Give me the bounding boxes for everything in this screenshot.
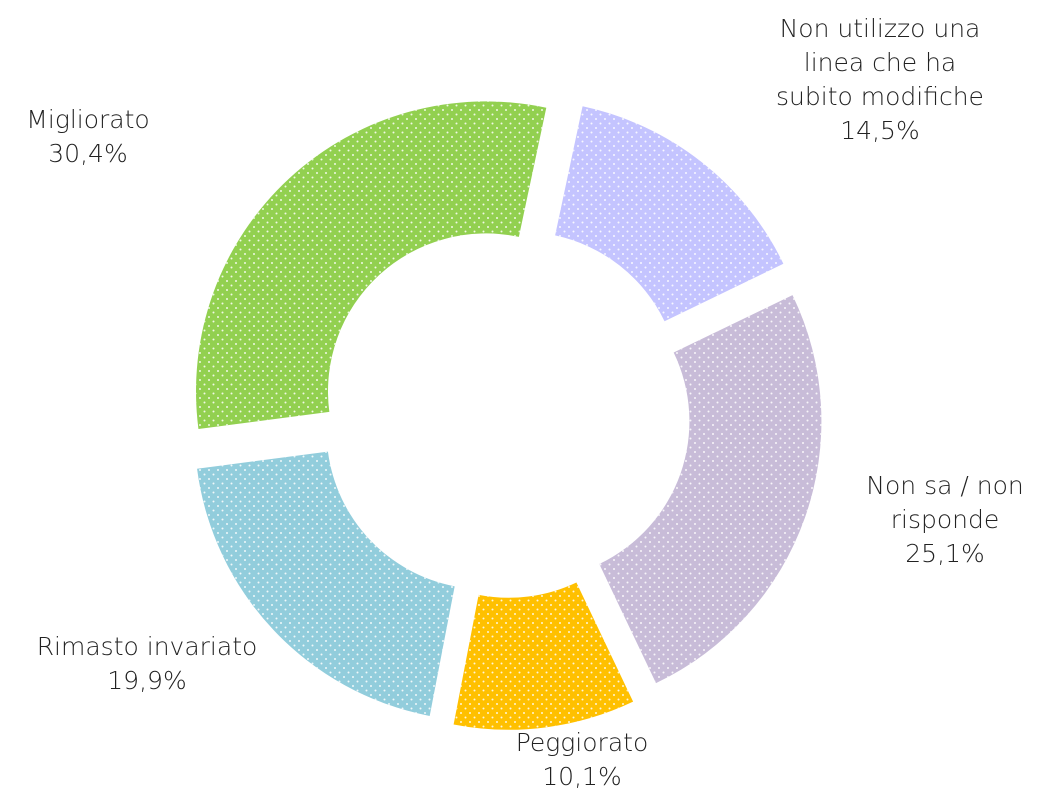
category-label: Rimasto invariato: [36, 632, 258, 661]
value-label: 25,1%: [905, 539, 985, 568]
value-label: 19,9%: [107, 666, 187, 695]
value-label: 30,4%: [48, 139, 128, 168]
category-label: Non sa / non risponde: [866, 471, 1024, 534]
donut-segment: [555, 106, 784, 322]
segment-label: Peggiorato 10,1%: [452, 726, 712, 794]
segment-label: Non utilizzo una linea che ha subito mod…: [763, 12, 998, 148]
donut-segment: [599, 295, 822, 684]
segment-label: Rimasto invariato 19,9%: [17, 630, 277, 698]
category-label: Migliorato: [26, 105, 150, 134]
value-label: 14,5%: [840, 116, 920, 145]
segment-label: Non sa / non risponde 25,1%: [858, 469, 1033, 571]
donut-segment: [453, 582, 634, 730]
segment-label: Migliorato 30,4%: [0, 103, 218, 171]
category-label: Peggiorato: [515, 728, 649, 757]
category-label: Non utilizzo una linea che ha subito mod…: [776, 14, 984, 111]
donut-segment: [196, 101, 547, 429]
value-label: 10,1%: [542, 762, 622, 791]
